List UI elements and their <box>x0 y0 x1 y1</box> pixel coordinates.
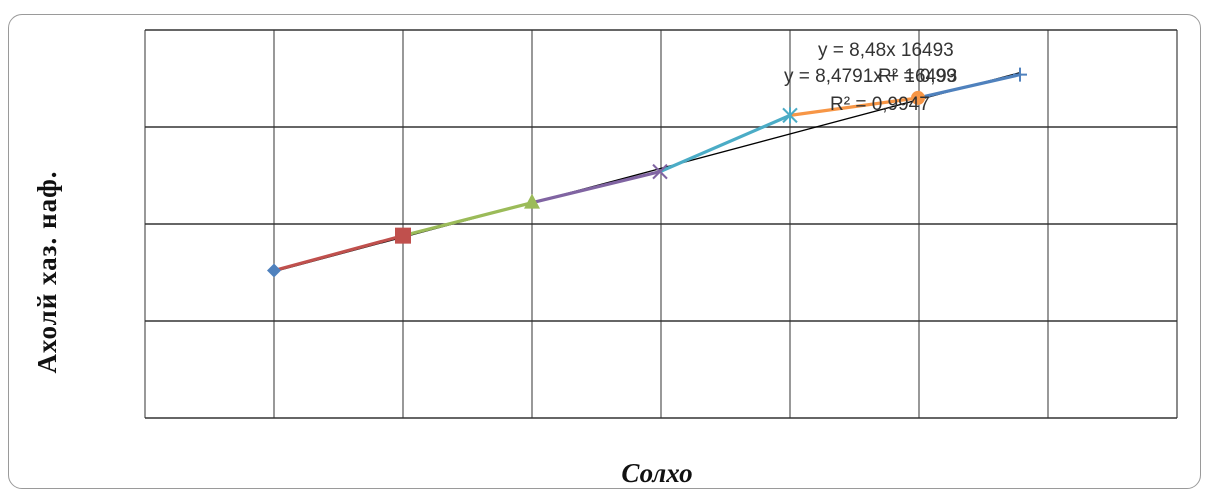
x-axis-label: Солхо <box>621 458 692 488</box>
annotation-r2-2: R² = 0,99 <box>878 66 957 87</box>
data-point-marker <box>911 90 925 105</box>
series-segment <box>272 234 405 273</box>
series-segment <box>401 201 534 238</box>
series-segment <box>658 113 792 174</box>
marker-stroke <box>652 163 668 180</box>
series-segment <box>788 96 920 117</box>
data-point-marker <box>267 263 281 278</box>
series-segment <box>916 73 1022 100</box>
annotation-r2-1: R² = 0,9947 <box>830 94 930 115</box>
plot-grid <box>144 29 1178 419</box>
annotation-equation-2: y = 8,4791x + 16493 <box>784 66 957 87</box>
y-axis-label: Ахолй хаз. наф. <box>32 170 62 373</box>
series-segment <box>530 170 662 205</box>
data-point-marker <box>1013 67 1027 82</box>
data-point-marker <box>524 193 540 209</box>
series-segments <box>272 73 1022 273</box>
data-point-marker <box>395 227 411 244</box>
series-markers <box>267 67 1027 278</box>
data-point-marker <box>782 107 798 124</box>
data-point-marker <box>652 163 668 180</box>
annotation-equation-1: y = 8,48x 16493 <box>818 40 954 61</box>
chart-frame <box>8 14 1201 489</box>
